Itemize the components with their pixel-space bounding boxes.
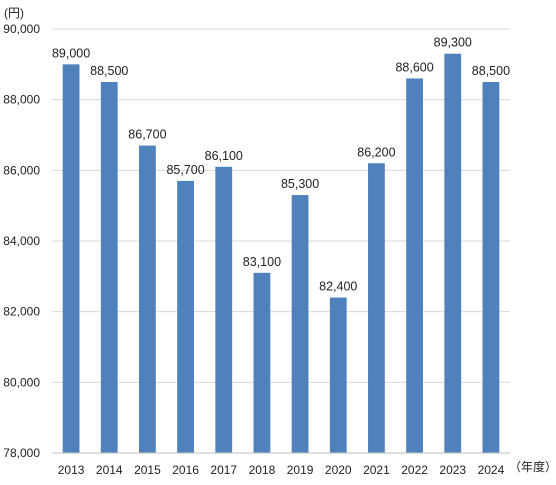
y-axis-tick-labels: 78,000 80,000 82,000 84,000 86,000 88,000 90,0…	[3, 22, 40, 460]
x-tick-label: 2017	[210, 463, 237, 477]
x-tick-label: 2024	[478, 463, 505, 477]
x-tick-label: 2022	[401, 463, 428, 477]
x-tick-label: 2014	[96, 463, 123, 477]
x-tick-label: 2020	[325, 463, 352, 477]
data-label: 86,700	[128, 128, 166, 142]
data-label: 89,000	[52, 46, 90, 60]
x-tick-label: 2015	[134, 463, 161, 477]
y-tick-label: 78,000	[3, 446, 40, 460]
bar-2017	[215, 166, 233, 454]
bar-2020	[329, 297, 347, 453]
bars	[62, 53, 500, 454]
data-label: 88,600	[395, 60, 433, 74]
data-label: 86,100	[205, 149, 243, 163]
x-tick-label: 2018	[249, 463, 276, 477]
bar-2015	[139, 145, 156, 453]
data-label: 88,500	[90, 64, 128, 78]
data-label: 88,500	[472, 64, 510, 78]
bar-2019	[291, 195, 309, 454]
bar-2021	[368, 163, 385, 453]
data-labels: 89,00088,50086,70085,70086,10083,10085,3…	[52, 36, 510, 294]
x-tick-label: 2019	[287, 463, 314, 477]
x-tick-label: 2016	[172, 463, 199, 477]
data-label: 86,200	[357, 145, 395, 159]
x-tick-label: 2021	[363, 463, 390, 477]
bar-2022	[406, 78, 423, 453]
data-label: 89,300	[434, 36, 472, 50]
bar-2024	[482, 82, 500, 453]
x-tick-label: 2013	[58, 463, 85, 477]
x-unit-label: （年度）	[509, 459, 556, 474]
y-tick-label: 82,000	[3, 305, 40, 319]
y-unit-label: (円)	[4, 6, 24, 20]
bar-2013	[62, 64, 80, 453]
y-tick-label: 80,000	[3, 375, 40, 389]
gridlines	[52, 28, 510, 383]
x-tick-label: 2023	[439, 463, 466, 477]
data-label: 85,300	[281, 177, 319, 191]
data-label: 83,100	[243, 255, 281, 269]
y-tick-label: 88,000	[3, 93, 40, 107]
y-tick-label: 84,000	[3, 234, 40, 248]
bar-2014	[100, 82, 118, 453]
y-tick-label: 86,000	[3, 163, 40, 177]
x-axis-tick-labels: 2013 2014 2015 2016 2017 2018 2019 2020 2021 2022…	[58, 463, 505, 477]
y-tick-label: 90,000	[3, 22, 40, 36]
bar-2018	[253, 272, 271, 453]
bar-2023	[444, 53, 462, 453]
bar-2016	[177, 180, 194, 453]
data-label: 85,700	[166, 163, 204, 177]
data-label: 82,400	[319, 280, 357, 294]
